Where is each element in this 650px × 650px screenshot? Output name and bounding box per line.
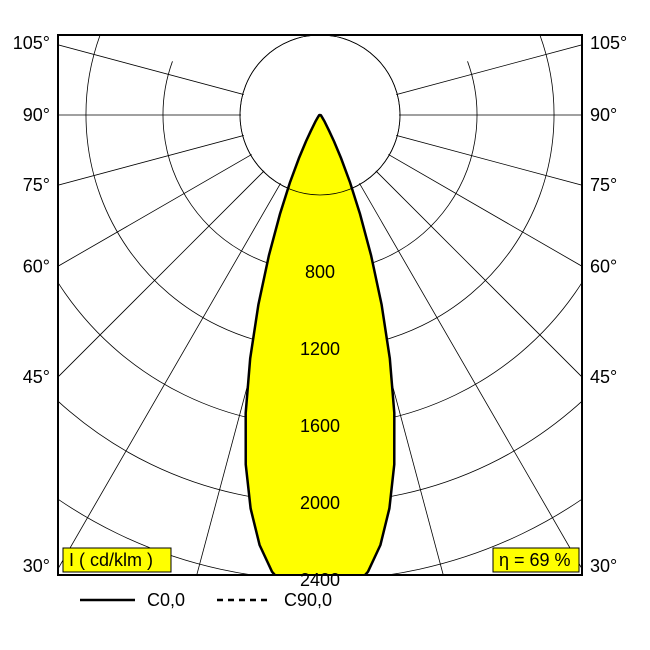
angle-label-right: 75° <box>590 175 617 195</box>
polar-chart-svg: 800 1200 1600 2000 2400 105° 90° 75° 60° 45° 30° 10… <box>0 0 650 650</box>
angle-label-right: 45° <box>590 367 617 387</box>
efficiency-label: η = 69 % <box>499 550 571 570</box>
angle-label-left: 105° <box>13 33 50 53</box>
radial-label: 800 <box>305 262 335 282</box>
angle-label-right: 90° <box>590 105 617 125</box>
unit-label: I ( cd/klm ) <box>69 550 153 570</box>
radial-label: 2400 <box>300 570 340 590</box>
radial-label: 1200 <box>300 339 340 359</box>
angle-label-left: 75° <box>23 175 50 195</box>
angle-label-left: 30° <box>23 556 50 576</box>
polar-chart-container: 800 1200 1600 2000 2400 105° 90° 75° 60° 45° 30° 10… <box>0 0 650 650</box>
radial-label: 2000 <box>300 493 340 513</box>
angle-label-right: 105° <box>590 33 627 53</box>
angle-label-right: 30° <box>590 556 617 576</box>
angle-label-left: 60° <box>23 256 50 276</box>
legend-label: C90,0 <box>284 590 332 610</box>
radial-label: 1600 <box>300 416 340 436</box>
angle-label-right: 60° <box>590 256 617 276</box>
legend-label: C0,0 <box>147 590 185 610</box>
angle-label-left: 45° <box>23 367 50 387</box>
angle-label-left: 90° <box>23 105 50 125</box>
